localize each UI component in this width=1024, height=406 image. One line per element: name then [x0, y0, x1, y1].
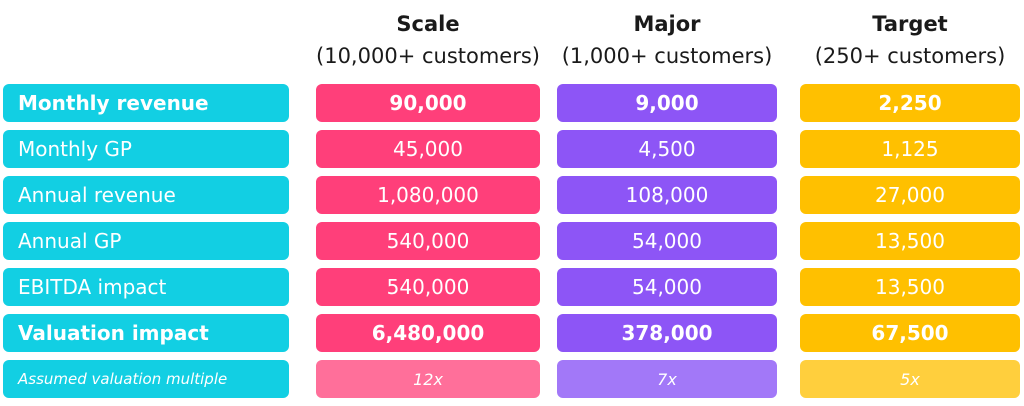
column-header-target: Target (250+ customers): [795, 8, 1024, 72]
target-value: 13,500: [800, 222, 1020, 260]
major-value: 54,000: [557, 268, 777, 306]
table-row-monthly-revenue: Monthly revenue 90,000 9,000 2,250: [0, 84, 1024, 122]
table-row-annual-revenue: Annual revenue 1,080,000 108,000 27,000: [0, 176, 1024, 214]
major-value: 9,000: [557, 84, 777, 122]
major-value: 54,000: [557, 222, 777, 260]
major-value: 7x: [557, 360, 777, 398]
row-label: Assumed valuation multiple: [3, 360, 289, 398]
scale-value: 540,000: [316, 268, 540, 306]
column-subtitle: (250+ customers): [814, 44, 1006, 68]
row-label: Valuation impact: [3, 314, 289, 352]
scale-value: 6,480,000: [316, 314, 540, 352]
scale-value: 540,000: [316, 222, 540, 260]
column-title: Target: [872, 12, 948, 36]
column-title: Scale: [396, 12, 460, 36]
target-value: 2,250: [800, 84, 1020, 122]
major-value: 108,000: [557, 176, 777, 214]
target-value: 1,125: [800, 130, 1020, 168]
column-subtitle: (10,000+ customers): [316, 44, 540, 68]
scale-value: 1,080,000: [316, 176, 540, 214]
table-row-assumed-multiple: Assumed valuation multiple 12x 7x 5x: [0, 360, 1024, 398]
table-row-monthly-gp: Monthly GP 45,000 4,500 1,125: [0, 130, 1024, 168]
table-row-ebitda-impact: EBITDA impact 540,000 54,000 13,500: [0, 268, 1024, 306]
row-label: Annual revenue: [3, 176, 289, 214]
column-header-scale: Scale (10,000+ customers): [306, 8, 550, 72]
target-value: 27,000: [800, 176, 1020, 214]
column-subtitle: (1,000+ customers): [561, 44, 773, 68]
scale-value: 45,000: [316, 130, 540, 168]
row-label: Monthly GP: [3, 130, 289, 168]
column-title: Major: [633, 12, 701, 36]
major-value: 4,500: [557, 130, 777, 168]
row-label: EBITDA impact: [3, 268, 289, 306]
target-value: 13,500: [800, 268, 1020, 306]
target-value: 5x: [800, 360, 1020, 398]
major-value: 378,000: [557, 314, 777, 352]
row-label: Monthly revenue: [3, 84, 289, 122]
table-row-valuation-impact: Valuation impact 6,480,000 378,000 67,50…: [0, 314, 1024, 352]
scale-value: 12x: [316, 360, 540, 398]
table-row-annual-gp: Annual GP 540,000 54,000 13,500: [0, 222, 1024, 260]
target-value: 67,500: [800, 314, 1020, 352]
row-label: Annual GP: [3, 222, 289, 260]
scale-value: 90,000: [316, 84, 540, 122]
column-header-major: Major (1,000+ customers): [552, 8, 782, 72]
